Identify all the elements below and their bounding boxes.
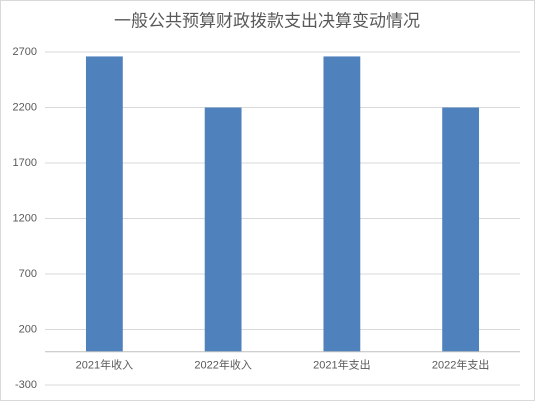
y-tick-label: -300 [15, 379, 37, 391]
y-tick-label: 2700 [13, 46, 37, 58]
y-tick-label: 1700 [13, 157, 37, 169]
bar [323, 56, 361, 352]
y-tick-label: 700 [19, 268, 37, 280]
bar [204, 107, 242, 352]
y-tick-label: 2200 [13, 101, 37, 113]
x-tick-label: 2021年支出 [313, 358, 370, 372]
bar [85, 56, 123, 352]
x-tick-label: 2022年支出 [432, 358, 489, 372]
x-tick-label: 2021年收入 [76, 358, 133, 372]
bar [442, 107, 480, 352]
y-tick-label: 200 [19, 323, 37, 335]
y-tick-label: 1200 [13, 212, 37, 224]
chart-title: 一般公共预算财政拨款支出决算变动情况 [114, 11, 420, 30]
x-tick-label: 2022年收入 [194, 358, 251, 372]
